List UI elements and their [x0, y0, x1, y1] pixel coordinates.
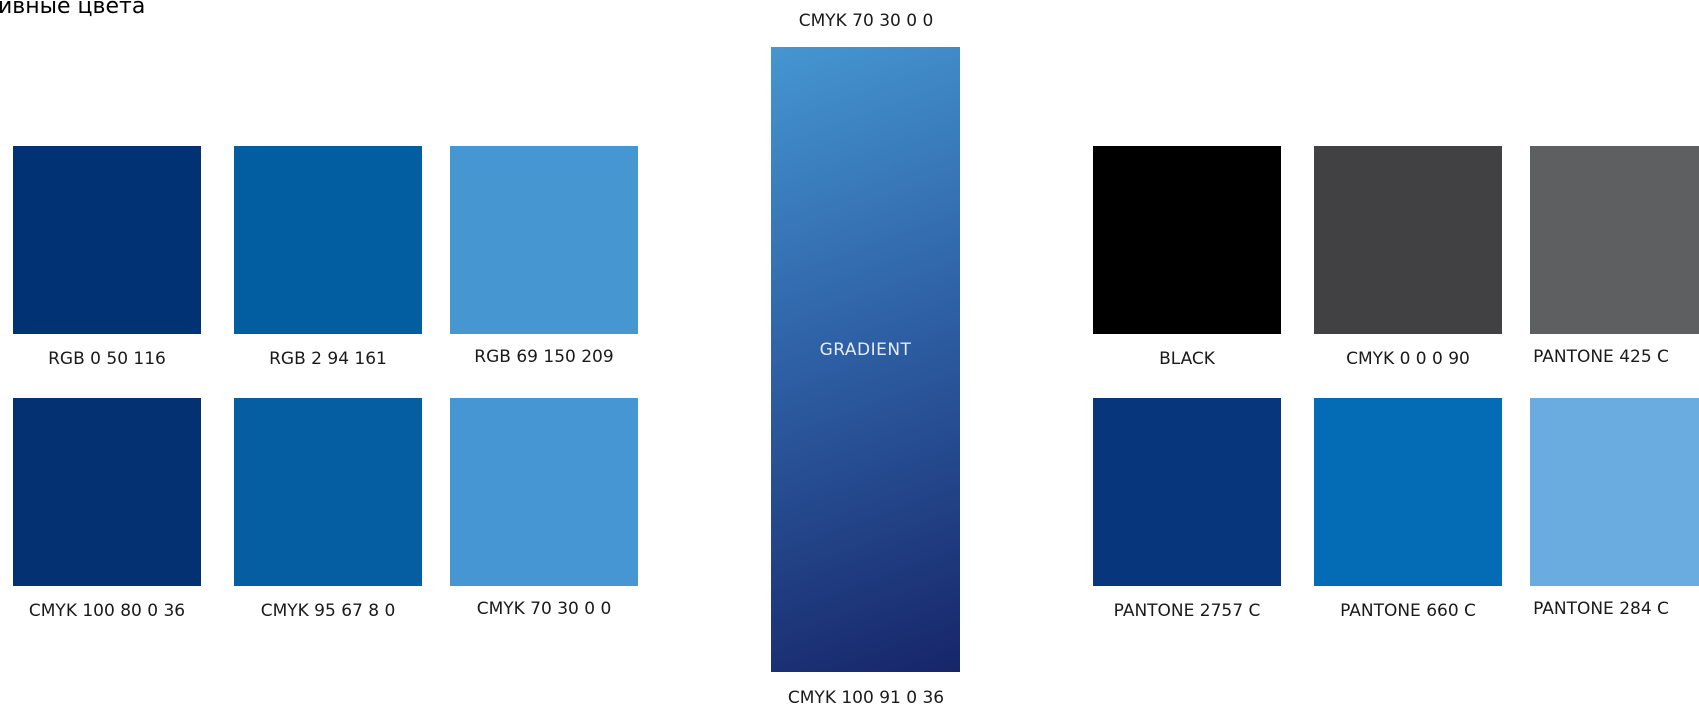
gradient-top-label: CMYK 70 30 0 0 — [798, 11, 934, 31]
swatch-label: PANTONE 2757 C — [1113, 601, 1261, 621]
swatch-pantone-660c — [1314, 398, 1502, 586]
swatch-label: PANTONE 425 C — [1533, 347, 1669, 367]
gradient-bar: GRADIENT — [771, 47, 960, 672]
swatch-label: RGB 2 94 161 — [269, 349, 387, 369]
swatch-cmyk-0-0-0-90 — [1314, 146, 1502, 334]
swatch-label: RGB 0 50 116 — [48, 349, 166, 369]
swatch-pantone-2757c — [1093, 398, 1281, 586]
gradient-center-label: GRADIENT — [819, 340, 912, 360]
swatch-label: RGB 69 150 209 — [474, 347, 614, 367]
swatch-label: PANTONE 284 C — [1533, 599, 1669, 619]
swatch-pantone-425c — [1530, 146, 1699, 334]
swatch-pantone-284c — [1530, 398, 1699, 586]
swatch-cmyk-100-80-0-36 — [13, 398, 201, 586]
swatch-label: BLACK — [1159, 349, 1215, 369]
swatch-label: CMYK 0 0 0 90 — [1346, 349, 1470, 369]
swatch-black — [1093, 146, 1281, 334]
section-heading: ивные цвета — [0, 0, 146, 19]
swatch-label: CMYK 70 30 0 0 — [476, 599, 612, 619]
swatch-rgb-0-50-116 — [13, 146, 201, 334]
swatch-rgb-2-94-161 — [234, 146, 422, 334]
swatch-rgb-69-150-209 — [450, 146, 638, 334]
swatch-cmyk-70-30-0-0 — [450, 398, 638, 586]
gradient-bottom-label: CMYK 100 91 0 36 — [787, 688, 945, 708]
swatch-label: CMYK 95 67 8 0 — [260, 601, 396, 621]
swatch-label: CMYK 100 80 0 36 — [28, 601, 186, 621]
swatch-label: PANTONE 660 C — [1340, 601, 1476, 621]
swatch-cmyk-95-67-8-0 — [234, 398, 422, 586]
